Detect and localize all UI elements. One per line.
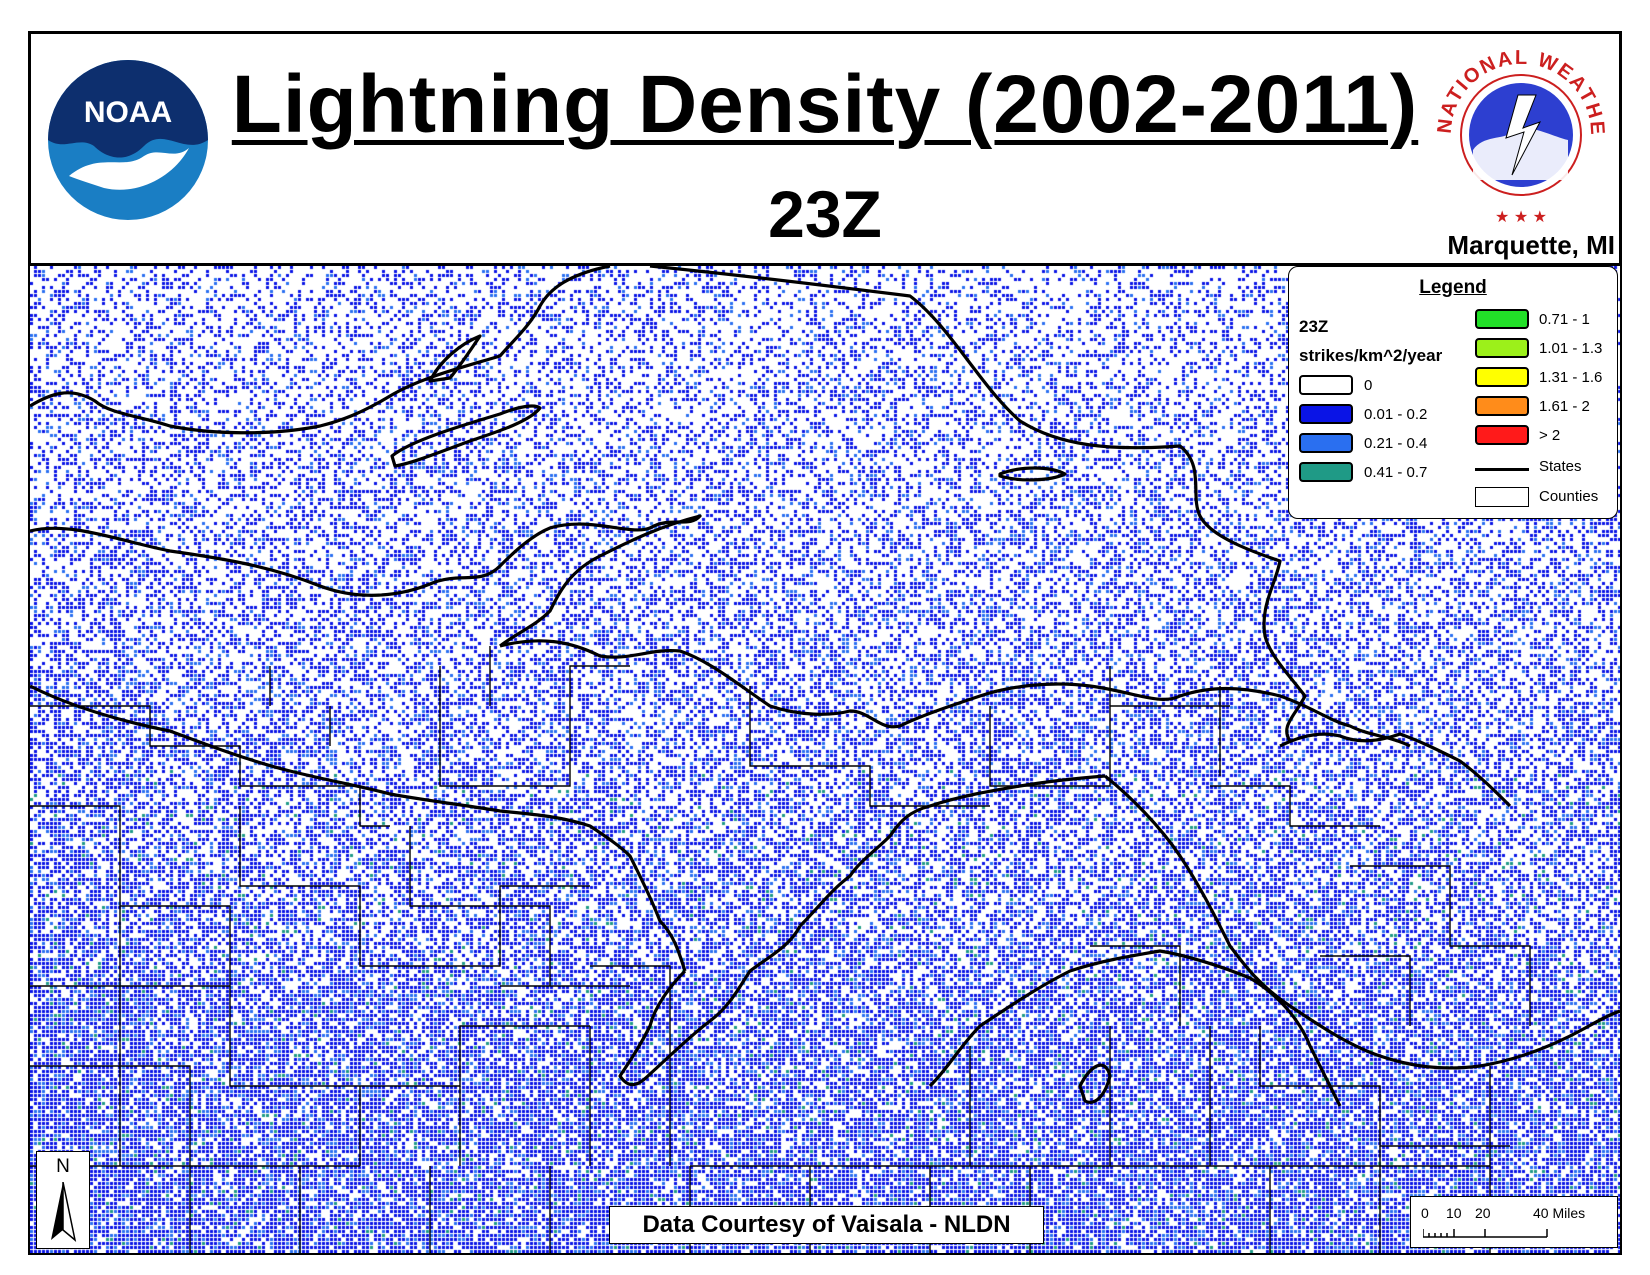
legend-hour: 23Z [1299, 317, 1329, 336]
legend-states-label: States [1539, 458, 1582, 475]
legend-swatch-4 [1475, 309, 1529, 329]
office-name: Marquette, MI [1447, 230, 1615, 260]
legend-label-7: 1.61 - 2 [1539, 398, 1590, 415]
legend-swatch-3 [1299, 462, 1353, 482]
legend-label-5: 1.01 - 1.3 [1539, 340, 1603, 357]
nws-logo-icon: NATIONAL WEATHER SERVICE ★ ★ ★ [1428, 40, 1606, 226]
boundary-layer [30, 266, 1620, 1253]
lake-michigan-east-shore [928, 949, 1342, 1107]
legend-counties-label: Counties [1539, 488, 1599, 505]
legend-swatch-1 [1299, 404, 1353, 424]
lake-nipigon-edge [998, 466, 1067, 482]
legend-swatch-8 [1475, 425, 1529, 445]
legend-swatch-7 [1475, 396, 1529, 416]
straits-islands [1279, 732, 1512, 808]
legend-swatch-5 [1475, 338, 1529, 358]
scale-tick-10: 10 [1446, 1205, 1462, 1221]
north-arrow: N [36, 1151, 90, 1249]
county-lines [30, 646, 1531, 1253]
legend: Legend 23Z strikes/km^2/year 0 0.01 - 0.… [1288, 266, 1618, 519]
noaa-logo-icon: NOAA [48, 60, 208, 220]
legend-title: Legend [1419, 277, 1487, 298]
legend-units: strikes/km^2/year [1299, 346, 1443, 365]
north-arrow-icon [51, 1182, 77, 1242]
beaver-island [1078, 1063, 1112, 1104]
north-label: N [56, 1156, 70, 1177]
legend-swatch-2 [1299, 433, 1353, 453]
title-banner [28, 31, 1622, 266]
isle-royale [390, 404, 542, 468]
door-peninsula [798, 774, 1106, 928]
legend-label-4: 0.71 - 1 [1539, 311, 1590, 328]
svg-text:★ ★ ★: ★ ★ ★ [1495, 209, 1547, 226]
page-title: Lightning Density (2002-2011) [231, 59, 1419, 150]
legend-label-6: 1.31 - 1.6 [1539, 369, 1603, 386]
lake-superior-shoreline [30, 266, 611, 435]
legend-label-3: 0.41 - 0.7 [1364, 464, 1428, 481]
svg-text:NOAA: NOAA [84, 96, 172, 129]
data-credit: Data Courtesy of Vaisala - NLDN [609, 1206, 1044, 1244]
legend-counties-box [1475, 487, 1529, 507]
scale-tick-0: 0 [1421, 1205, 1429, 1221]
legend-swatch-0 [1299, 375, 1353, 395]
legend-label-0: 0 [1364, 377, 1373, 394]
upper-peninsula-north-shore [499, 639, 1411, 748]
legend-label-8: > 2 [1539, 427, 1561, 444]
scale-bar: 0 10 20 40 Miles [1410, 1196, 1618, 1248]
legend-label-2: 0.21 - 0.4 [1364, 435, 1428, 452]
scale-bar-line [1423, 1229, 1548, 1238]
scale-tick-20: 20 [1475, 1205, 1491, 1221]
hour-subtitle: 23Z [768, 177, 882, 251]
scale-tick-40: 40 Miles [1533, 1205, 1586, 1221]
north-shore-outline [649, 266, 1307, 742]
green-bay-west-shore [618, 925, 802, 1087]
michigan-lower-shore [1104, 774, 1620, 1070]
legend-swatch-6 [1475, 367, 1529, 387]
keweenaw-peninsula [30, 514, 702, 648]
legend-states-line [1475, 468, 1529, 471]
legend-label-1: 0.01 - 0.2 [1364, 406, 1428, 423]
wisconsin-shore [30, 684, 687, 972]
thunder-bay-peninsula [428, 334, 482, 383]
